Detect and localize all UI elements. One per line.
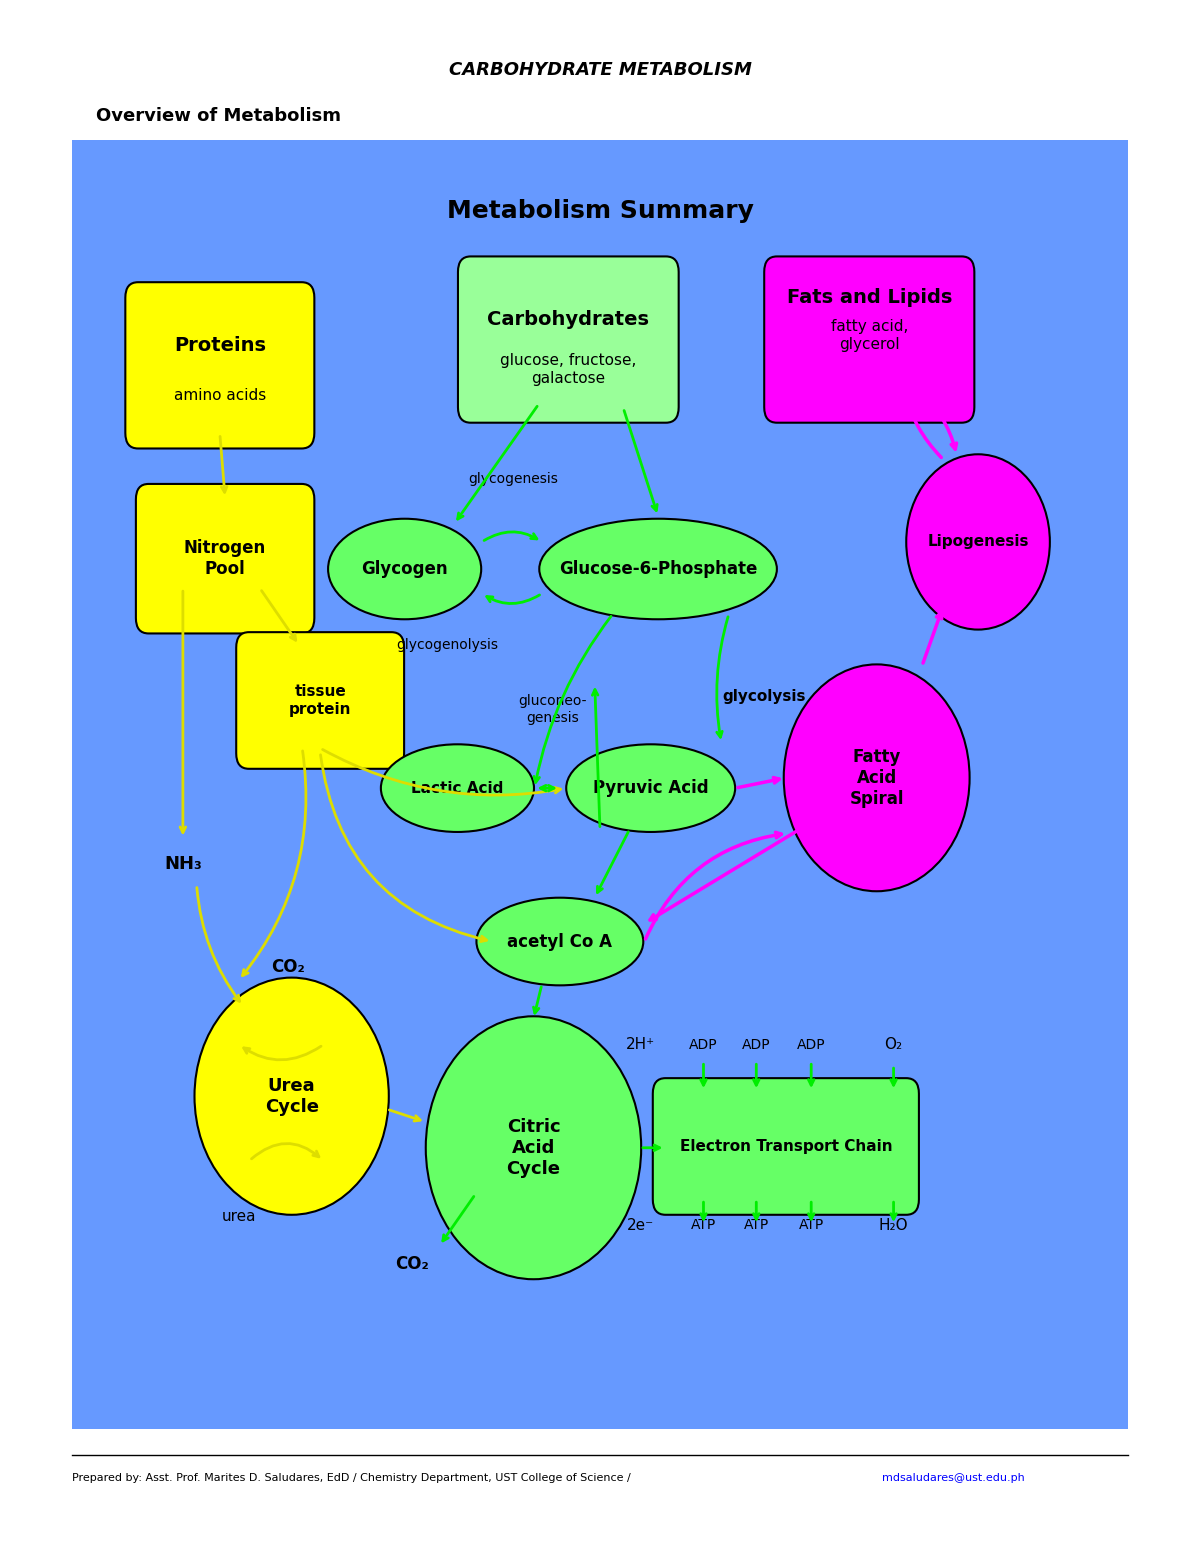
Ellipse shape bbox=[476, 898, 643, 985]
Ellipse shape bbox=[566, 744, 736, 832]
Text: fatty acid,
glycerol: fatty acid, glycerol bbox=[830, 320, 908, 353]
Circle shape bbox=[426, 1016, 641, 1280]
Text: gluconeo-
genesis: gluconeo- genesis bbox=[518, 694, 587, 725]
Text: mdsaludares@ust.edu.ph: mdsaludares@ust.edu.ph bbox=[882, 1474, 1025, 1483]
Text: H₂O: H₂O bbox=[878, 1218, 908, 1233]
Text: Glycogen: Glycogen bbox=[361, 561, 448, 578]
Text: Glucose-6-Phosphate: Glucose-6-Phosphate bbox=[559, 561, 757, 578]
Text: ADP: ADP bbox=[689, 1037, 718, 1051]
FancyBboxPatch shape bbox=[236, 632, 404, 769]
Text: tissue
protein: tissue protein bbox=[289, 685, 352, 716]
Text: Lipogenesis: Lipogenesis bbox=[928, 534, 1028, 550]
FancyBboxPatch shape bbox=[458, 256, 679, 422]
Text: glycolysis: glycolysis bbox=[722, 690, 805, 704]
Ellipse shape bbox=[380, 744, 534, 832]
Circle shape bbox=[194, 978, 389, 1214]
Text: ATP: ATP bbox=[744, 1218, 769, 1232]
Text: urea: urea bbox=[222, 1208, 256, 1224]
Circle shape bbox=[906, 455, 1050, 629]
FancyBboxPatch shape bbox=[653, 1078, 919, 1214]
Text: Urea
Cycle: Urea Cycle bbox=[265, 1076, 319, 1115]
Text: Pyruvic Acid: Pyruvic Acid bbox=[593, 780, 708, 797]
Text: Nitrogen
Pool: Nitrogen Pool bbox=[184, 539, 266, 578]
Text: acetyl Co A: acetyl Co A bbox=[508, 932, 612, 950]
Text: 2e⁻: 2e⁻ bbox=[626, 1218, 654, 1233]
FancyBboxPatch shape bbox=[764, 256, 974, 422]
Text: Metabolism Summary: Metabolism Summary bbox=[446, 199, 754, 222]
Text: glycogenolysis: glycogenolysis bbox=[396, 638, 498, 652]
Text: glycogenesis: glycogenesis bbox=[468, 472, 558, 486]
Text: Electron Transport Chain: Electron Transport Chain bbox=[679, 1138, 892, 1154]
Text: Citric
Acid
Cycle: Citric Acid Cycle bbox=[506, 1118, 560, 1177]
FancyBboxPatch shape bbox=[61, 127, 1139, 1441]
Text: Proteins: Proteins bbox=[174, 335, 266, 354]
Ellipse shape bbox=[539, 519, 776, 620]
Text: CO₂: CO₂ bbox=[395, 1255, 428, 1273]
Ellipse shape bbox=[328, 519, 481, 620]
FancyBboxPatch shape bbox=[125, 283, 314, 449]
Text: ADP: ADP bbox=[797, 1037, 826, 1051]
Text: Fatty
Acid
Spiral: Fatty Acid Spiral bbox=[850, 749, 904, 808]
Text: Fats and Lipids: Fats and Lipids bbox=[786, 287, 952, 306]
Text: 2H⁺: 2H⁺ bbox=[625, 1037, 655, 1051]
FancyBboxPatch shape bbox=[136, 485, 314, 634]
Text: Lactic Acid: Lactic Acid bbox=[412, 781, 504, 795]
Text: ADP: ADP bbox=[742, 1037, 770, 1051]
Text: O₂: O₂ bbox=[884, 1037, 902, 1051]
Text: CO₂: CO₂ bbox=[271, 958, 305, 977]
Text: Overview of Metabolism: Overview of Metabolism bbox=[96, 107, 341, 126]
Text: amino acids: amino acids bbox=[174, 388, 266, 402]
Text: Prepared by: Asst. Prof. Marites D. Saludares, EdD / Chemistry Department, UST C: Prepared by: Asst. Prof. Marites D. Salu… bbox=[72, 1474, 635, 1483]
Text: NH₃: NH₃ bbox=[164, 856, 202, 873]
Text: ATP: ATP bbox=[691, 1218, 716, 1232]
Circle shape bbox=[784, 665, 970, 891]
Text: glucose, fructose,
galactose: glucose, fructose, galactose bbox=[500, 353, 636, 385]
Text: ATP: ATP bbox=[798, 1218, 824, 1232]
Text: Carbohydrates: Carbohydrates bbox=[487, 309, 649, 329]
Text: CARBOHYDRATE METABOLISM: CARBOHYDRATE METABOLISM bbox=[449, 61, 751, 79]
